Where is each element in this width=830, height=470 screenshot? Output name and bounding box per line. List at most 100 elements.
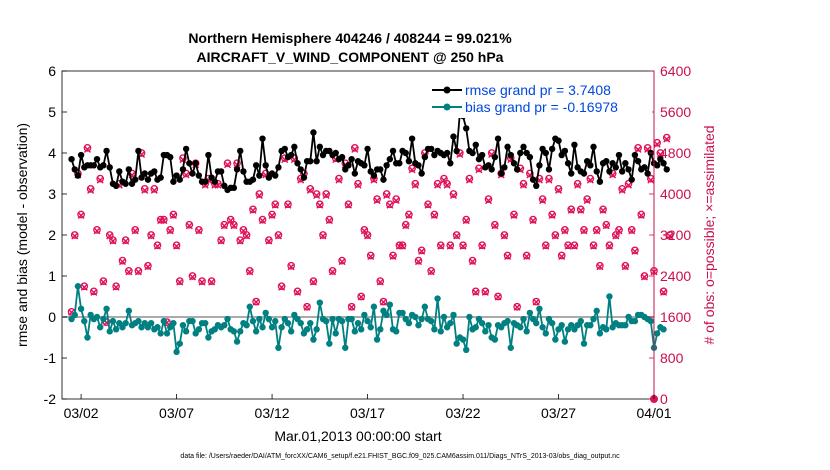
assimilated-obs-point (437, 242, 445, 250)
assimilated-obs-point (335, 176, 343, 184)
possible-obs-point (535, 174, 544, 183)
possible-obs-point (309, 277, 318, 285)
assimilated-obs-stroke (596, 263, 604, 271)
possible-obs-point (624, 179, 633, 188)
assimilated-obs-stroke (465, 176, 473, 184)
assimilated-obs-stroke (656, 151, 664, 159)
y-axis-label-right: # of obs: o=possible; ×=assimilated (701, 125, 717, 344)
possible-obs-point (430, 210, 439, 219)
possible-obs-point (319, 231, 327, 239)
assimilated-obs-point (303, 303, 311, 311)
rmse-point (182, 145, 190, 153)
legend: rmse grand pr = 3.7408 bias grand pr = -… (430, 80, 652, 118)
bias-point (437, 328, 444, 335)
assimilated-obs-point (322, 192, 330, 200)
bias-point (100, 315, 107, 323)
assimilated-obs-stroke (418, 247, 426, 255)
assimilated-obs-point (217, 237, 225, 245)
assimilated-obs-stroke (628, 227, 636, 235)
possible-obs-point (580, 226, 588, 234)
legend-box (430, 80, 652, 118)
assimilated-obs-point (109, 237, 117, 245)
assimilated-obs-point (131, 227, 139, 235)
bias-point (357, 326, 365, 333)
assimilated-obs-stroke (427, 268, 435, 276)
possible-obs-point (481, 287, 490, 296)
bias-point (109, 317, 117, 325)
assimilated-obs-stroke (462, 217, 470, 225)
rmse-point (345, 162, 352, 169)
possible-obs-point (389, 251, 397, 260)
rmse-point (631, 151, 639, 159)
left-axis-tick-label: 2 (48, 227, 56, 243)
bias-point (536, 305, 543, 312)
rmse-point (580, 170, 588, 177)
assimilated-obs-stroke (612, 232, 620, 240)
assimilated-obs-stroke (125, 268, 133, 276)
assimilated-obs-stroke (383, 192, 391, 200)
assimilated-obs-point (430, 212, 438, 220)
assimilated-obs-stroke (621, 263, 629, 271)
rmse-point (389, 147, 397, 155)
rmse-point (612, 164, 620, 171)
bias-point (103, 305, 110, 312)
assimilated-obs-stroke (644, 145, 652, 153)
assimilated-obs-point (239, 227, 247, 235)
bias-point (485, 322, 492, 329)
possible-obs-point (99, 277, 108, 285)
assimilated-obs-stroke (570, 242, 578, 250)
rmse-point (202, 178, 209, 185)
assimilated-obs-stroke (112, 283, 120, 291)
bias-point (539, 324, 546, 331)
assimilated-obs-point (150, 186, 158, 194)
assimilated-obs-point (71, 232, 79, 240)
assimilated-obs-stroke (561, 227, 569, 235)
assimilated-obs-point (195, 227, 203, 235)
possible-obs-point (147, 231, 155, 239)
assimilated-obs-point (144, 263, 152, 271)
assimilated-obs-point (265, 237, 273, 245)
rmse-point (230, 184, 238, 192)
rmse-point (501, 164, 508, 171)
rmse-point (205, 151, 212, 159)
right-axis-tick-label: 4800 (660, 145, 691, 161)
assimilated-obs-stroke (150, 186, 158, 194)
rmse-point (568, 170, 575, 177)
assimilated-obs-stroke (364, 232, 372, 240)
assimilated-obs-point (561, 227, 569, 235)
assimilated-obs-point (663, 135, 671, 143)
rmse-point (405, 158, 413, 165)
bias-point (520, 315, 527, 323)
bias-point (434, 295, 441, 302)
assimilated-obs-stroke (402, 222, 410, 230)
assimilated-obs-point (453, 232, 461, 240)
possible-obs-point (592, 226, 601, 234)
legend-rmse-label: rmse grand pr = 3.7408 (465, 82, 611, 98)
assimilated-obs-point (379, 298, 387, 306)
assimilated-obs-stroke (80, 283, 88, 291)
bias-point (523, 328, 530, 335)
assimilated-obs-point (459, 242, 467, 250)
possible-obs-point (344, 200, 353, 209)
assimilated-obs-stroke (367, 253, 375, 261)
assimilated-obs-point (596, 263, 604, 271)
possible-obs-point (185, 220, 194, 229)
rmse-point (596, 178, 604, 185)
assimilated-obs-stroke (166, 227, 174, 235)
right-axis-tick-label: 800 (660, 350, 684, 366)
possible-obs-point (596, 261, 604, 270)
assimilated-obs-point (570, 242, 578, 250)
rmse-point (498, 170, 505, 177)
possible-obs-point (306, 185, 315, 193)
x-axis-tick-label: 03/22 (446, 405, 481, 421)
possible-obs-point (494, 292, 502, 301)
assimilated-obs-stroke (389, 253, 397, 261)
assimilated-obs-stroke (408, 166, 416, 174)
assimilated-obs-point (351, 145, 359, 153)
bias-point (160, 317, 168, 325)
assimilated-obs-point (153, 242, 161, 250)
right-axis-tick-label: 1600 (660, 309, 691, 325)
assimilated-obs-point (520, 181, 528, 189)
bias-point (386, 301, 394, 308)
assimilated-obs-stroke (590, 242, 598, 250)
